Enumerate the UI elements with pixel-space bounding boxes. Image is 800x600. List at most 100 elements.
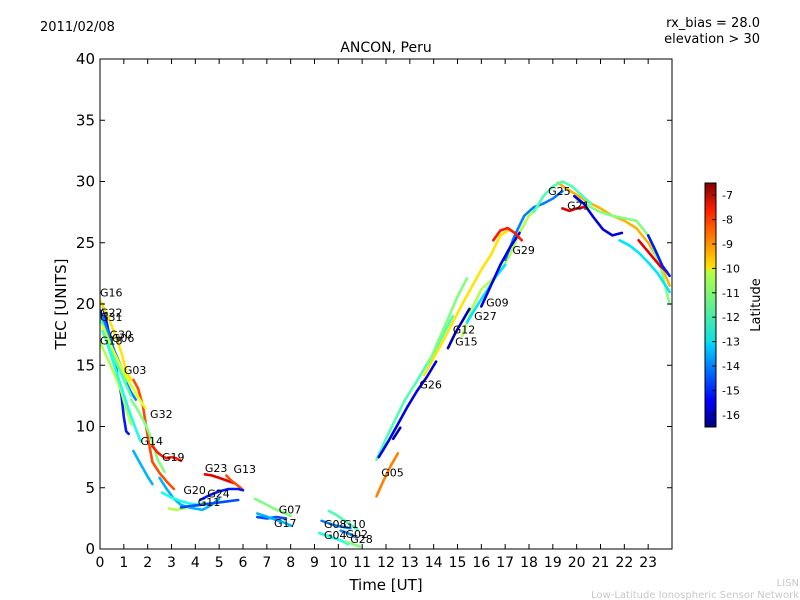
y-tick-label: 30 [76, 173, 95, 191]
x-tick-label: 9 [310, 555, 319, 571]
tec-track [391, 426, 402, 441]
satellite-label-g10: G10 [343, 518, 366, 531]
satellite-label-g25: G25 [548, 185, 571, 198]
tec-series-g08 [320, 519, 352, 530]
y-tick-label: 0 [85, 540, 95, 558]
satellite-label-g22: G22 [100, 306, 123, 319]
y-tick-label: 20 [76, 295, 95, 313]
tec-track [132, 378, 176, 491]
x-tick-label: 5 [215, 555, 224, 571]
satellite-label-g18: G18 [100, 334, 123, 347]
colorbar-tick-label: -9 [722, 238, 733, 251]
y-tick-label: 25 [76, 234, 95, 252]
tec-track [646, 234, 671, 278]
satellite-label-g29: G29 [512, 244, 535, 257]
x-tick-label: 19 [544, 555, 562, 571]
colorbar-tick-label: -7 [722, 189, 733, 202]
satellite-label-g14: G14 [141, 435, 164, 448]
x-tick-label: 0 [96, 555, 105, 571]
tec-series-g32 [129, 398, 166, 474]
x-tick-label: 14 [425, 555, 443, 571]
x-axis-label: Time [UT] [348, 576, 422, 594]
satellite-label-g02: G02 [345, 528, 368, 541]
satellite-label-g15: G15 [455, 336, 478, 349]
y-tick-label: 15 [76, 356, 95, 374]
colorbar-tick-label: -14 [722, 360, 740, 373]
satellite-label-g11: G11 [198, 496, 221, 509]
x-tick-label: 18 [520, 555, 538, 571]
tec-series-g09 [479, 231, 521, 308]
tec-track [572, 194, 624, 237]
y-tick-label: 35 [76, 111, 95, 129]
tec-series-g07 [253, 497, 293, 518]
tec-series-g18 [100, 340, 133, 426]
x-tick-label: 11 [353, 555, 371, 571]
tec-series-g16 [100, 298, 133, 382]
satellite-label-g27: G27 [474, 310, 497, 323]
tec-series-g05 [375, 452, 400, 498]
rx-bias-label: rx_bias = 28.0 [666, 16, 760, 31]
x-tick-label: 13 [401, 555, 419, 571]
satellite-label-g05: G05 [381, 467, 404, 480]
tec-series-g21 [561, 205, 586, 213]
tec-series-g11 [179, 498, 240, 509]
x-tick-label: 23 [639, 555, 657, 571]
x-tick-label: 3 [167, 555, 176, 571]
footer-lisn: LISN [777, 578, 799, 589]
tec-series-g04 [317, 531, 350, 546]
satellite-label-g20: G20 [183, 484, 206, 497]
satellite-label-g03: G03 [124, 364, 147, 377]
y-tick-label: 40 [76, 50, 95, 68]
x-tick-label: 4 [191, 555, 200, 571]
satellite-label-g13: G13 [233, 463, 256, 476]
satellite-label-g31: G31 [100, 311, 123, 324]
colorbar-tick-label: -10 [722, 262, 740, 275]
y-tick-label: 10 [76, 418, 95, 436]
satellite-label-g16: G16 [100, 287, 123, 300]
tec-track [375, 314, 455, 461]
tec-series-g30 [101, 324, 147, 410]
satellite-label-g06: G06 [112, 332, 135, 345]
x-tick-label: 16 [472, 555, 490, 571]
tec-series-g24 [198, 487, 245, 502]
x-tick-label: 21 [592, 555, 610, 571]
date-label: 2011/02/08 [40, 20, 115, 35]
colorbar-tick-label: -15 [722, 384, 740, 397]
x-tick-label: 12 [377, 555, 395, 571]
satellite-label-g30: G30 [110, 328, 133, 341]
x-tick-label: 20 [568, 555, 586, 571]
satellite-label-g19: G19 [162, 451, 185, 464]
colorbar [704, 182, 717, 428]
elevation-label: elevation > 30 [664, 32, 760, 47]
colorbar-tick-label: -12 [722, 311, 740, 324]
tec-series-g26 [377, 360, 438, 459]
tec-series-g25 [532, 180, 593, 214]
x-tick-label: 17 [496, 555, 514, 571]
satellite-label-g23: G23 [205, 462, 228, 475]
satellite-label-g09: G09 [486, 296, 509, 309]
tec-series-g17 [255, 512, 293, 528]
satellite-label-g07: G07 [279, 503, 302, 516]
satellite-label-g32: G32 [150, 408, 173, 421]
x-tick-label: 8 [286, 555, 295, 571]
y-tick-label: 5 [85, 479, 95, 497]
x-tick-label: 2 [143, 555, 152, 571]
satellite-label-g08: G08 [324, 518, 347, 531]
x-tick-label: 15 [449, 555, 467, 571]
satellite-label-g24: G24 [207, 488, 230, 501]
tec-series-g27 [465, 263, 507, 324]
tec-series-g14 [132, 449, 154, 486]
tec-series-g03 [105, 341, 142, 443]
satellite-label-g26: G26 [419, 379, 442, 392]
satellite-label-g04: G04 [324, 529, 347, 542]
x-tick-label: 1 [119, 555, 128, 571]
tec-series-g15 [446, 307, 471, 350]
tec-series-g28 [344, 540, 362, 548]
x-tick-label: 7 [262, 555, 271, 571]
tec-series-g29 [491, 226, 524, 242]
tec-track [422, 228, 512, 377]
satellite-label-g28: G28 [350, 533, 373, 546]
chart-title: ANCON, Peru [340, 40, 431, 56]
tec-track [618, 239, 671, 294]
satellite-label-g12: G12 [453, 323, 476, 336]
